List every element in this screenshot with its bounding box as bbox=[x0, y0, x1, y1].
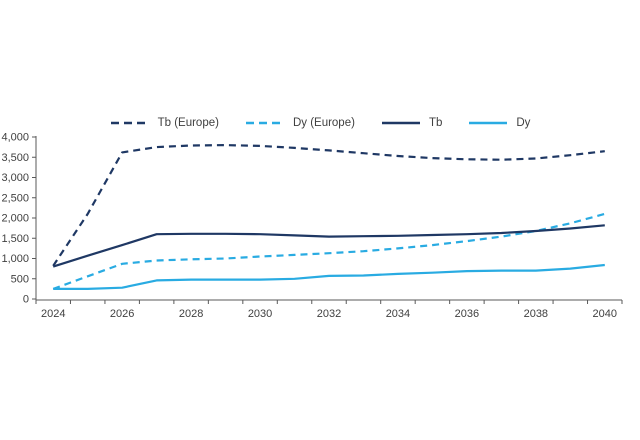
y-tick-label: 3,000 bbox=[1, 172, 29, 184]
series-line-dy-europe bbox=[52, 212, 606, 290]
legend-item-dy: Dy bbox=[468, 117, 530, 129]
x-tick-label: 2028 bbox=[179, 308, 203, 320]
x-tick-label: 2038 bbox=[524, 308, 548, 320]
legend-line-sample bbox=[381, 121, 420, 125]
y-tick-label: 3,500 bbox=[1, 152, 29, 164]
y-tick-label: 1,000 bbox=[1, 253, 29, 265]
legend-label: Dy bbox=[516, 117, 531, 129]
legend-item-dy-europe: Dy (Europe) bbox=[245, 117, 355, 129]
series-line-tb-europe bbox=[52, 144, 605, 267]
y-tick-label: 2,500 bbox=[1, 192, 29, 204]
y-tick-label: 0 bbox=[23, 294, 29, 306]
x-tick-label: 2030 bbox=[248, 308, 272, 320]
x-tick-label: 2026 bbox=[110, 308, 134, 320]
legend-label: Tb (Europe) bbox=[157, 117, 219, 129]
series-line-tb bbox=[52, 224, 605, 268]
legend-line-sample bbox=[469, 121, 508, 125]
legend-item-tb-europe: Tb (Europe) bbox=[110, 117, 219, 129]
legend-label: Tb bbox=[428, 117, 443, 129]
y-tick-label: 4,000 bbox=[1, 132, 29, 144]
series-line-dy bbox=[53, 263, 605, 290]
legend-label: Dy (Europe) bbox=[292, 117, 355, 129]
x-tick-label: 2040 bbox=[593, 308, 617, 320]
x-tick-label: 2024 bbox=[41, 308, 65, 320]
legend-item-tb: Tb bbox=[381, 117, 442, 129]
y-tick-label: 2,000 bbox=[1, 213, 29, 225]
x-tick-label: 2036 bbox=[455, 308, 479, 320]
x-tick-label: 2032 bbox=[317, 308, 341, 320]
legend-line-sample bbox=[110, 121, 149, 125]
chart-legend: Tb (Europe) Dy (Europe) Tb Dy bbox=[0, 117, 640, 129]
y-tick-label: 500 bbox=[11, 273, 29, 285]
y-tick-label: 1,500 bbox=[1, 233, 29, 245]
legend-line-sample bbox=[245, 121, 284, 125]
x-tick-label: 2034 bbox=[386, 308, 410, 320]
